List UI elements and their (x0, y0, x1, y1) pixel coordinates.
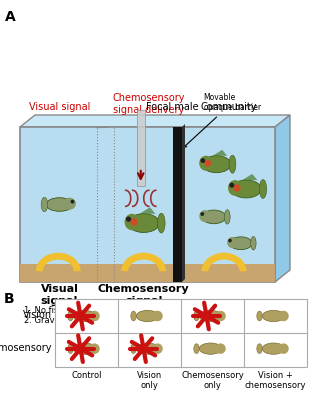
Polygon shape (242, 174, 257, 180)
Text: Chemosensory
only: Chemosensory only (181, 371, 244, 390)
Ellipse shape (251, 236, 256, 250)
Ellipse shape (227, 237, 238, 248)
Ellipse shape (202, 156, 231, 173)
Ellipse shape (202, 210, 226, 224)
Ellipse shape (262, 310, 285, 322)
Text: 1. RO-filtered water
2. Gravid female-
   conditioned water: 1. RO-filtered water 2. Gravid female- c… (144, 306, 228, 336)
Bar (137, 110, 145, 186)
Ellipse shape (158, 213, 165, 233)
Ellipse shape (131, 311, 136, 321)
Text: 1. No fish
2. Gravid female: 1. No fish 2. Gravid female (24, 306, 95, 326)
Ellipse shape (128, 214, 160, 232)
Text: Community: Community (200, 102, 257, 112)
Text: Vision: Vision (23, 310, 52, 320)
Ellipse shape (199, 343, 222, 354)
Text: B: B (4, 292, 15, 306)
Ellipse shape (231, 180, 261, 198)
Circle shape (229, 183, 234, 188)
Ellipse shape (73, 310, 96, 322)
Text: Chemosensory: Chemosensory (0, 343, 52, 353)
Ellipse shape (46, 198, 73, 211)
Ellipse shape (225, 210, 230, 224)
Ellipse shape (63, 198, 76, 210)
Text: Focal male: Focal male (146, 102, 198, 112)
Text: Visual
signal: Visual signal (41, 284, 78, 306)
Ellipse shape (215, 311, 226, 321)
Circle shape (200, 158, 205, 163)
Ellipse shape (136, 343, 159, 354)
Circle shape (71, 200, 74, 204)
Ellipse shape (257, 344, 262, 354)
Bar (173, 127, 182, 282)
Ellipse shape (215, 343, 226, 354)
Text: Control: Control (71, 371, 102, 380)
Ellipse shape (278, 343, 289, 354)
Ellipse shape (233, 184, 241, 192)
Ellipse shape (278, 311, 289, 321)
Ellipse shape (152, 311, 163, 321)
Ellipse shape (229, 155, 236, 173)
Text: Vision +
chemosensory: Vision + chemosensory (245, 371, 306, 390)
Ellipse shape (89, 343, 100, 354)
Ellipse shape (230, 237, 252, 250)
Circle shape (228, 239, 232, 242)
Ellipse shape (228, 180, 242, 196)
Ellipse shape (259, 180, 267, 198)
Ellipse shape (257, 311, 262, 321)
Bar (20, 264, 275, 282)
Ellipse shape (73, 343, 96, 354)
Ellipse shape (194, 311, 199, 321)
Circle shape (126, 216, 131, 222)
Ellipse shape (262, 343, 285, 354)
Ellipse shape (68, 344, 73, 354)
Text: Chemosensory
signal: Chemosensory signal (98, 284, 189, 306)
Text: Chemosensory
signal delivery: Chemosensory signal delivery (112, 93, 185, 115)
Text: Movable
opaque barrier: Movable opaque barrier (183, 93, 261, 148)
Polygon shape (275, 115, 290, 282)
Text: A: A (5, 10, 16, 24)
Ellipse shape (68, 311, 73, 321)
Bar (55, 299, 307, 367)
Ellipse shape (89, 311, 100, 321)
Text: Vision
only: Vision only (137, 371, 162, 390)
Ellipse shape (199, 156, 213, 171)
Ellipse shape (199, 310, 222, 322)
Ellipse shape (130, 218, 138, 226)
Ellipse shape (125, 214, 139, 230)
Polygon shape (213, 150, 227, 156)
Circle shape (200, 212, 204, 216)
Ellipse shape (136, 310, 159, 322)
Ellipse shape (199, 210, 210, 222)
Ellipse shape (131, 344, 136, 354)
Polygon shape (139, 207, 155, 214)
Ellipse shape (204, 160, 211, 167)
Ellipse shape (41, 197, 48, 212)
Ellipse shape (194, 344, 199, 354)
Ellipse shape (152, 343, 163, 354)
Bar (20, 127, 275, 282)
Polygon shape (20, 115, 290, 127)
Polygon shape (182, 124, 185, 282)
Text: Visual signal: Visual signal (29, 102, 90, 112)
